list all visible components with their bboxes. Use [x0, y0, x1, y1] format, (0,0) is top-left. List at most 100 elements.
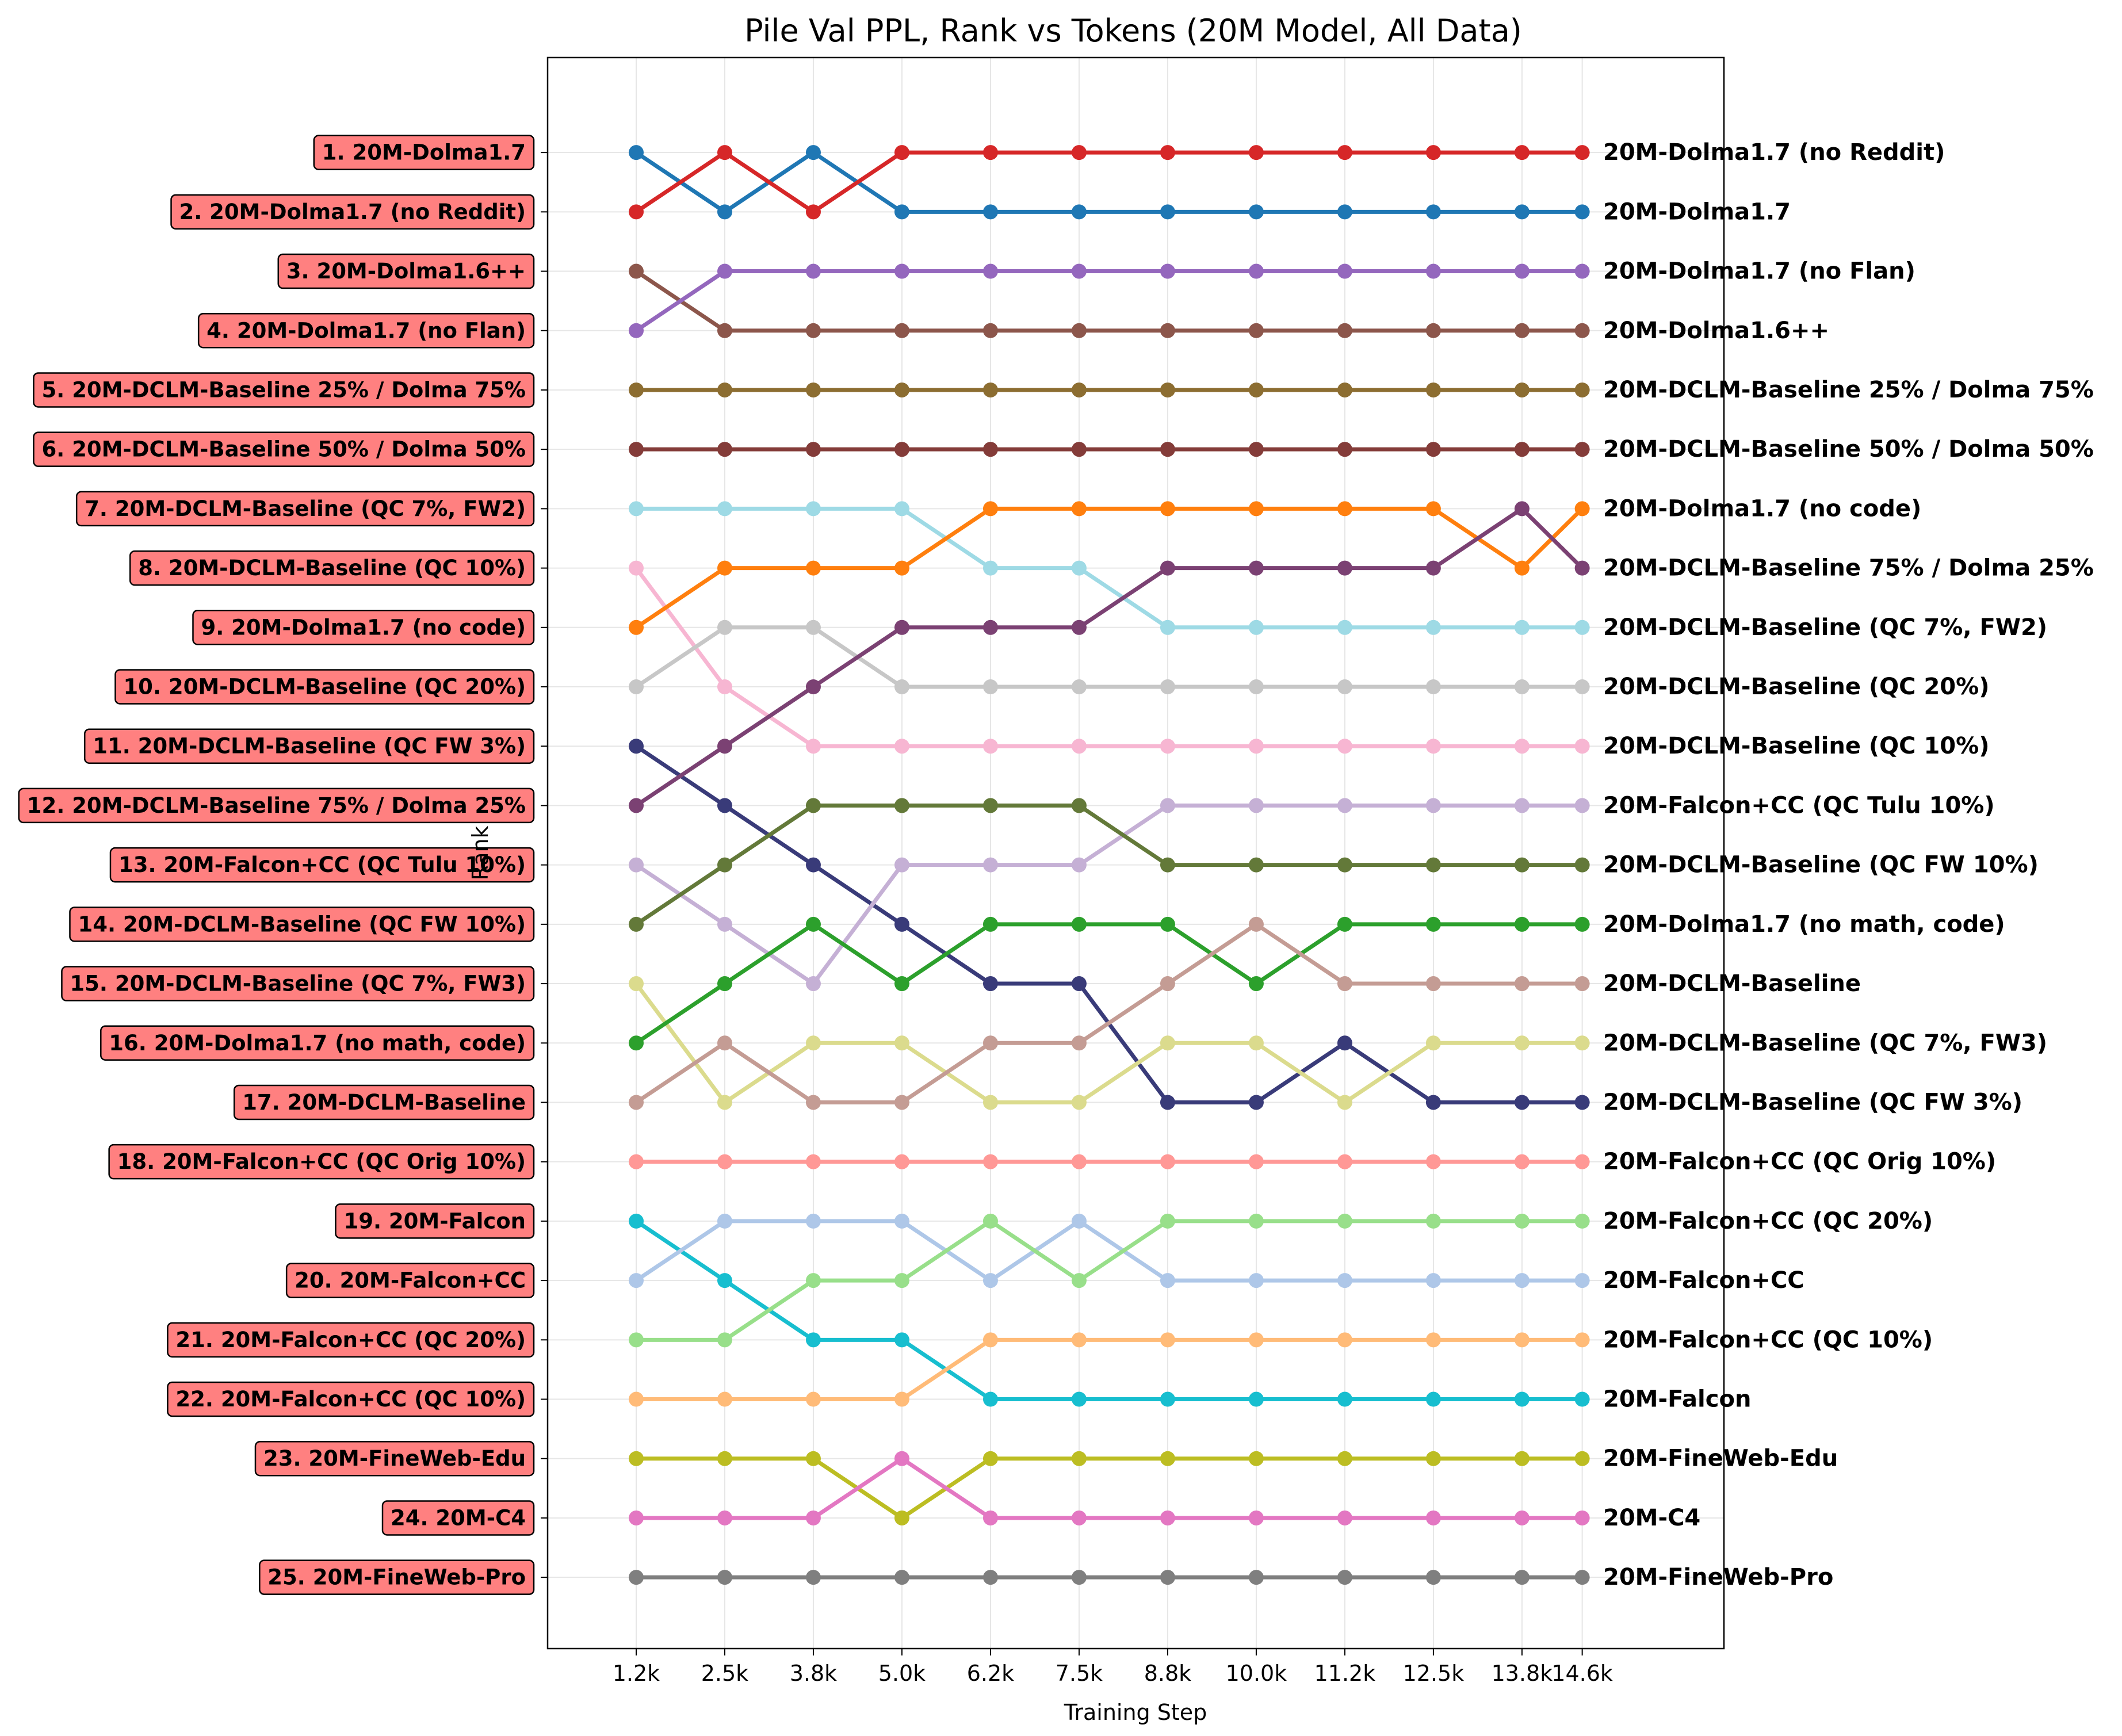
- start-label-box: [109, 847, 535, 883]
- start-label: 13. 20M-Falcon+CC (QC Tulu 10%): [109, 847, 535, 883]
- data-point: [894, 1570, 909, 1585]
- start-label-text: 22. 20M-Falcon+CC (QC 10%): [175, 1387, 526, 1412]
- start-label: 1. 20M-Dolma1.7: [313, 135, 535, 170]
- data-point: [1248, 976, 1264, 992]
- data-point: [1248, 1154, 1264, 1169]
- start-label: 20. 20M-Falcon+CC: [285, 1263, 535, 1298]
- data-point: [628, 145, 644, 160]
- data-point: [628, 442, 644, 457]
- data-point: [1425, 1570, 1441, 1585]
- data-point: [805, 501, 821, 517]
- data-point: [805, 1035, 821, 1051]
- start-label-text: 8. 20M-DCLM-Baseline (QC 10%): [138, 556, 526, 580]
- data-point: [1514, 1451, 1530, 1466]
- data-point: [717, 382, 732, 397]
- start-label-text: 11. 20M-DCLM-Baseline (QC FW 3%): [93, 734, 526, 759]
- x-tick-label: 12.5k: [1403, 1661, 1465, 1686]
- data-point: [982, 1273, 998, 1288]
- start-label: 12. 20M-DCLM-Baseline 75% / Dolma 25%: [18, 787, 535, 824]
- data-point: [717, 739, 732, 754]
- start-label-text: 3. 20M-Dolma1.6++: [286, 259, 526, 284]
- end-label: 20M-Falcon: [1603, 1386, 1751, 1413]
- data-point: [1160, 501, 1175, 517]
- data-point: [1574, 798, 1590, 813]
- end-label: 20M-DCLM-Baseline 75% / Dolma 25%: [1603, 555, 2094, 582]
- data-point: [982, 1154, 998, 1169]
- data-point: [1574, 204, 1590, 220]
- start-label-box: [18, 787, 535, 824]
- data-point: [1574, 442, 1590, 457]
- series-line: [635, 150, 1582, 214]
- start-label-box: [335, 1203, 535, 1239]
- start-label-box: [313, 135, 535, 170]
- end-label: 20M-DCLM-Baseline (QC 10%): [1603, 733, 1989, 759]
- data-point: [1514, 263, 1530, 279]
- data-point: [1337, 1035, 1352, 1051]
- data-point: [628, 204, 644, 220]
- data-point: [1425, 976, 1441, 992]
- data-point: [1337, 442, 1352, 457]
- data-point: [805, 1154, 821, 1169]
- data-point: [1574, 1273, 1590, 1288]
- data-point: [1248, 857, 1264, 873]
- data-point: [1337, 739, 1352, 754]
- data-point: [1337, 1154, 1352, 1169]
- start-label: 16. 20M-Dolma1.7 (no math, code): [100, 1025, 535, 1061]
- chart-title: Pile Val PPL, Rank vs Tokens (20M Model,…: [744, 13, 1522, 49]
- start-label-text: 10. 20M-DCLM-Baseline (QC 20%): [123, 675, 526, 699]
- data-point: [717, 1213, 732, 1229]
- data-point: [1514, 1510, 1530, 1525]
- data-point: [1160, 1451, 1175, 1466]
- series-line: [635, 744, 1582, 1104]
- data-point: [1248, 1095, 1264, 1110]
- data-point: [1071, 382, 1087, 397]
- end-label: 20M-DCLM-Baseline 25% / Dolma 75%: [1603, 377, 2094, 403]
- data-point: [982, 916, 998, 932]
- x-tick-label: 11.2k: [1314, 1661, 1376, 1686]
- start-label-box: [170, 194, 535, 230]
- data-point: [1071, 145, 1087, 160]
- data-point: [805, 560, 821, 576]
- data-point: [1574, 857, 1590, 873]
- start-label: 9. 20M-Dolma1.7 (no code): [192, 610, 535, 645]
- data-point: [1071, 976, 1087, 992]
- data-point: [894, 620, 909, 635]
- data-point: [1337, 1332, 1352, 1348]
- start-label-box: [259, 1559, 535, 1595]
- data-point: [1337, 1273, 1352, 1288]
- data-point: [1071, 442, 1087, 457]
- start-label-box: [167, 1381, 535, 1417]
- data-point: [805, 916, 821, 932]
- data-point: [1574, 1391, 1590, 1407]
- data-point: [1514, 1095, 1530, 1110]
- data-point: [1574, 1451, 1590, 1466]
- series-line: [636, 1456, 1582, 1520]
- data-point: [1514, 679, 1530, 695]
- start-label-box: [33, 431, 535, 467]
- data-point: [628, 857, 644, 873]
- data-point: [717, 976, 732, 992]
- data-point: [1425, 857, 1441, 873]
- end-label: 20M-FineWeb-Pro: [1603, 1564, 1833, 1590]
- data-point: [1337, 323, 1352, 338]
- data-point: [1574, 679, 1590, 695]
- data-point: [982, 1213, 998, 1229]
- data-point: [717, 1510, 732, 1525]
- end-label: 20M-Dolma1.7: [1603, 198, 1791, 225]
- start-label-text: 2. 20M-Dolma1.7 (no Reddit): [179, 200, 526, 224]
- data-point: [717, 323, 732, 338]
- x-tick-label: 7.5k: [1056, 1661, 1103, 1686]
- start-label-box: [285, 1263, 535, 1298]
- data-point: [894, 1451, 909, 1466]
- start-label: 3. 20M-Dolma1.6++: [277, 253, 535, 289]
- data-point: [805, 145, 821, 160]
- series-line: [636, 1337, 1582, 1402]
- data-point: [982, 857, 998, 873]
- end-label: 20M-DCLM-Baseline (QC 7%, FW2): [1603, 614, 2047, 641]
- start-label: 4. 20M-Dolma1.7 (no Flan): [197, 313, 535, 349]
- data-point: [894, 501, 909, 517]
- data-point: [1425, 739, 1441, 754]
- series-line: [635, 922, 1582, 1104]
- data-point: [628, 798, 644, 813]
- data-point: [1425, 1154, 1441, 1169]
